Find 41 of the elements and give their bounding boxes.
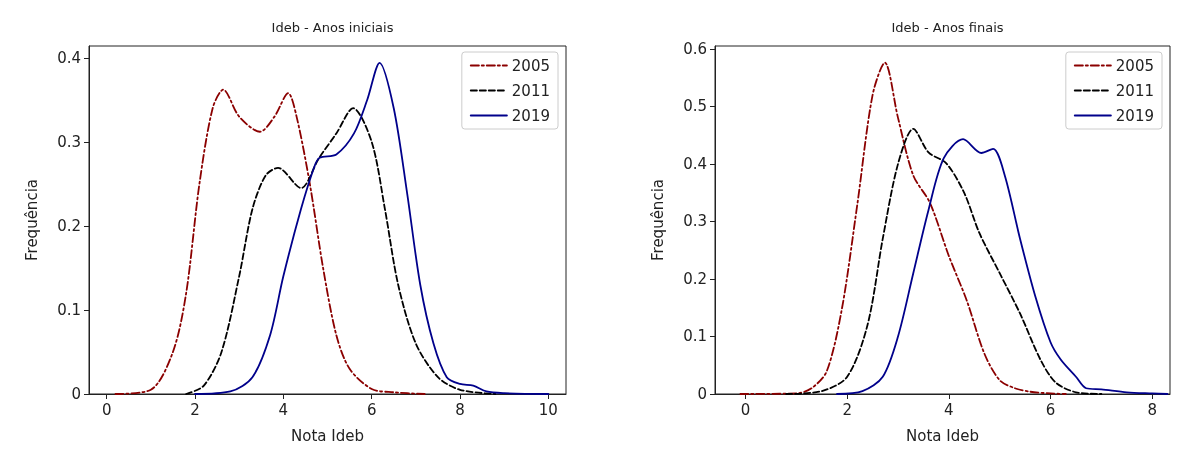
x-tick-label: 8 (1147, 400, 1157, 419)
y-tick-label: 0.2 (683, 269, 707, 288)
x-tick-label: 2 (842, 400, 852, 419)
x-tick-label: 2 (190, 400, 200, 419)
x-tick-label: 4 (944, 400, 954, 419)
y-axis-title: Frequência (648, 179, 667, 261)
y-tick-label: 0.3 (57, 132, 81, 151)
legend-label: 2005 (511, 56, 551, 75)
x-axis-title: Nota Ideb (906, 426, 979, 445)
line-series (185, 107, 497, 395)
line-series (836, 138, 1169, 395)
legend-label: 2011 (1115, 81, 1155, 100)
y-tick-label: 0.5 (683, 97, 707, 116)
line-series (739, 61, 1067, 395)
x-tick-label: 0 (101, 400, 112, 419)
x-tick-label: 6 (366, 400, 377, 419)
legend-label: 2005 (1115, 56, 1155, 75)
y-tick-label: 0.3 (683, 212, 707, 231)
line-series (114, 88, 426, 395)
x-tick-label: 10 (538, 400, 558, 419)
y-tick-label: 0.4 (683, 154, 707, 173)
line-series (785, 127, 1103, 395)
chart-title: Ideb - Anos finais (891, 20, 1004, 35)
x-tick-label: 6 (1045, 400, 1056, 419)
line-series (194, 61, 550, 395)
y-tick-label: 0.1 (57, 300, 81, 319)
y-tick-label: 0.2 (57, 216, 81, 235)
y-axis-title: Frequência (22, 179, 41, 261)
y-tick-label: 0.1 (683, 327, 707, 346)
y-tick-label: 0.4 (57, 48, 81, 67)
x-axis-title: Nota Ideb (291, 426, 364, 445)
x-tick-label: 4 (278, 400, 289, 419)
x-tick-label: 0 (740, 400, 751, 419)
legend-label: 2011 (511, 81, 551, 100)
y-tick-label: 0 (71, 385, 81, 403)
legend-label: 2019 (511, 106, 551, 125)
chart-title: Ideb - Anos iniciais (271, 20, 394, 35)
legend-label: 2019 (1115, 106, 1155, 125)
y-tick-label: 0 (697, 385, 707, 403)
x-tick-label: 8 (455, 400, 465, 419)
y-tick-label: 0.6 (683, 39, 707, 58)
